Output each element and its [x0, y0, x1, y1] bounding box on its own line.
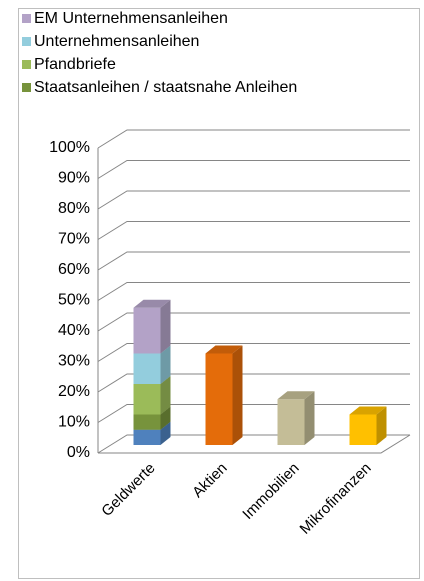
bar-front — [205, 353, 233, 445]
bar-segment — [205, 345, 243, 445]
bar-segment — [133, 299, 171, 354]
grid-line — [97, 373, 410, 393]
bar-side — [160, 345, 171, 384]
legend-swatch — [22, 37, 31, 46]
y-tick-label: 40% — [58, 322, 90, 339]
grid-line — [97, 404, 410, 423]
bar-front — [133, 384, 161, 415]
bar-side — [232, 345, 243, 445]
grid-line — [97, 160, 410, 179]
bar-front — [349, 414, 377, 445]
grid-line — [97, 190, 410, 210]
bar-front — [133, 307, 161, 354]
bar-side — [304, 391, 315, 445]
legend-label: Unternehmensanleihen — [34, 33, 199, 50]
y-tick-label: 90% — [58, 170, 90, 187]
bar-front — [277, 399, 305, 445]
grid-line — [97, 312, 410, 332]
bar-side — [160, 406, 171, 430]
grid-line — [97, 434, 410, 454]
legend-label: Pfandbriefe — [34, 56, 116, 73]
bar-segment — [349, 406, 387, 445]
grid-line — [97, 129, 410, 149]
y-tick-label: 20% — [58, 383, 90, 400]
y-tick-label: 60% — [58, 261, 90, 278]
y-tick-label: 0% — [67, 444, 90, 461]
grid-line — [97, 343, 410, 362]
y-tick-label: 100% — [49, 139, 90, 156]
bar-side — [160, 421, 171, 445]
legend-swatch — [22, 14, 31, 23]
grid-line — [97, 251, 410, 271]
bar-top — [133, 299, 171, 308]
legend-label: Staatsanleihen / staatsnahe Anleihen — [34, 79, 297, 96]
legend-swatch — [22, 60, 31, 69]
y-tick-label: 50% — [58, 292, 90, 309]
legend-label: EM Unternehmensanleihen — [34, 10, 228, 27]
floor-edge — [98, 434, 411, 454]
grid-line — [97, 221, 410, 240]
bar-segment — [277, 391, 315, 445]
grid-line — [97, 282, 410, 301]
bar-front — [133, 353, 161, 384]
bar-top — [349, 406, 387, 415]
bar-front — [133, 429, 161, 445]
bar-side — [160, 376, 171, 415]
y-tick-label: 30% — [58, 353, 90, 370]
legend-swatch — [22, 83, 31, 92]
bar-top — [205, 345, 243, 354]
y-tick-label: 10% — [58, 414, 90, 431]
bar-top — [277, 391, 315, 400]
bar-side — [376, 406, 387, 445]
y-tick-label: 80% — [58, 200, 90, 217]
y-tick-label: 70% — [58, 231, 90, 248]
bar-side — [160, 299, 171, 354]
chart-frame — [18, 8, 420, 579]
bar-front — [133, 414, 161, 430]
